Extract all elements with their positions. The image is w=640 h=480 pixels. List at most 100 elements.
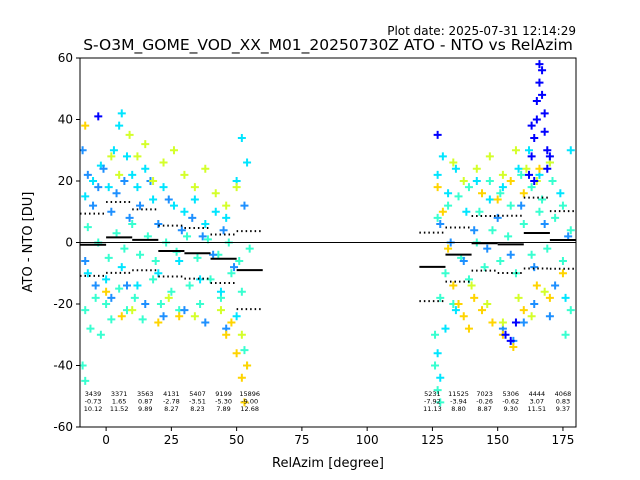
scatter-point [498, 318, 507, 327]
scatter-point [164, 293, 173, 302]
scatter-point [154, 220, 163, 229]
scatter-point [230, 263, 239, 272]
scatter-point [433, 386, 442, 395]
scatter-point [566, 146, 575, 155]
scatter-point [177, 226, 186, 235]
scatter-point [167, 287, 176, 296]
scatter-point [122, 281, 131, 290]
x-axis-label: RelAzim [degree] [272, 456, 384, 471]
scatter-point [83, 223, 92, 232]
scatter-point [540, 287, 549, 296]
scatter-point [525, 170, 534, 179]
y-tick-label: 60 [58, 51, 73, 65]
scatter-point [188, 213, 197, 222]
scatter-point [454, 192, 463, 201]
scatter-point [472, 177, 481, 185]
x-tick-label: 0 [102, 433, 110, 447]
scatter-point [219, 226, 228, 235]
scatter-point [535, 207, 544, 216]
scatter-point [475, 207, 484, 216]
scatter-point [540, 127, 549, 136]
scatter-point [117, 263, 126, 272]
scatter-point [527, 121, 536, 130]
bin-stat-label: 3.07 [530, 398, 544, 406]
scatter-point [438, 152, 447, 161]
scatter-point [128, 220, 137, 229]
scatter-point [96, 330, 105, 339]
scatter-point [543, 164, 552, 173]
scatter-point [522, 164, 531, 173]
scatter-point [128, 170, 137, 179]
scatter-point [470, 226, 479, 235]
scatter-point [115, 121, 124, 130]
scatter-point [102, 287, 111, 296]
scatter-point [117, 312, 126, 321]
scatter-point [159, 158, 168, 167]
scatter-point [154, 318, 163, 327]
scatter-point [190, 312, 199, 321]
scatter-point [156, 300, 165, 308]
scatter-point [196, 300, 205, 308]
scatter-point [122, 152, 131, 161]
bin-stat-label: 11.13 [423, 405, 442, 413]
scatter-point [201, 164, 210, 173]
plot-date: Plot date: 2025-07-31 12:14:29 [387, 24, 576, 38]
x-tick-label: 75 [294, 433, 309, 447]
bin-stat-label: 3439 [85, 390, 102, 398]
bin-stat-label: -2.78 [163, 398, 180, 406]
scatter-point [566, 226, 575, 235]
scatter-point [496, 189, 505, 198]
scatter-point [451, 306, 460, 315]
scatter-point [451, 164, 460, 173]
scatter-point [193, 253, 202, 262]
scatter-point [566, 306, 575, 315]
scatter-point [514, 164, 523, 173]
scatter-point [81, 121, 90, 130]
scatter-point [545, 152, 554, 161]
x-tick-label: 100 [356, 433, 379, 447]
scatter-point [480, 263, 489, 272]
scatter-point [444, 201, 453, 210]
scatter-point [175, 312, 184, 321]
scatter-point [125, 213, 134, 222]
bin-mean-layer [80, 232, 576, 272]
scatter-point [558, 269, 567, 278]
scatter-point [133, 281, 142, 290]
bin-stat-label: 10.12 [84, 405, 103, 413]
scatter-point [506, 336, 515, 345]
scatter-point [551, 281, 560, 290]
scatter-point [99, 164, 108, 173]
scatter-point [201, 318, 210, 327]
bin-stat-label: 11.51 [528, 405, 547, 413]
scatter-point [81, 376, 90, 385]
scatter-point [433, 170, 442, 179]
scatter-point [527, 312, 536, 321]
x-tick-label: 125 [421, 433, 444, 447]
bin-stat-label: 9199 [215, 390, 232, 398]
bin-stat-label: -0.26 [476, 398, 493, 406]
x-tick-label: 25 [164, 433, 179, 447]
bin-stat-label: 11.52 [110, 405, 129, 413]
scatter-point [94, 183, 103, 192]
scatter-point [436, 373, 445, 382]
scatter-point [151, 256, 160, 265]
scatter-point [519, 318, 528, 327]
scatter-point [509, 343, 518, 352]
scatter-point [551, 213, 560, 222]
scatter-point [545, 312, 554, 321]
bin-stat-label: -9.00 [241, 398, 258, 406]
bin-stat-label: 5231 [424, 390, 441, 398]
scatter-point [548, 177, 557, 185]
scatter-point [535, 164, 544, 173]
scatter-point [441, 324, 450, 333]
scatter-point [83, 269, 92, 278]
scatter-point [235, 256, 244, 265]
scatter-point [169, 201, 178, 210]
scatter-point [201, 220, 210, 229]
scatter-point [530, 133, 539, 142]
scatter-point [540, 220, 549, 229]
scatter-point [237, 373, 246, 382]
y-tick-label: -60 [53, 420, 73, 434]
